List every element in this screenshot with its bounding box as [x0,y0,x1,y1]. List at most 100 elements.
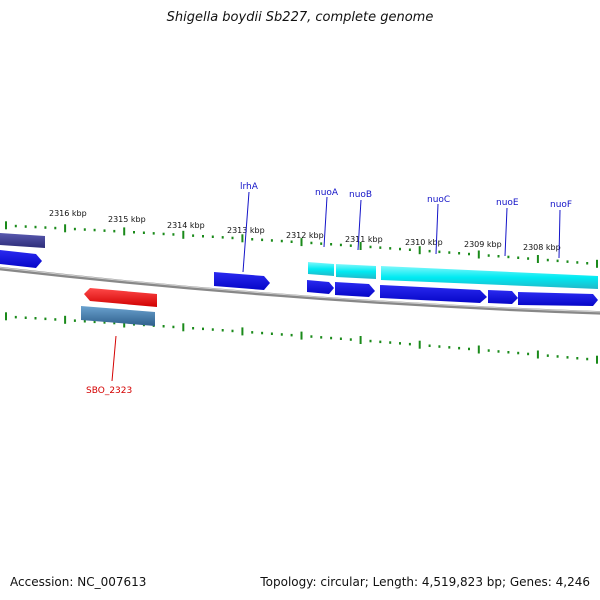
outer-track-features[interactable] [0,233,598,306]
inner-major-tick [536,350,539,359]
outer-minor-tick [280,239,283,243]
scale-label-2314: 2314 kbp [167,221,205,230]
outer-minor-tick [330,243,333,246]
inner-minor-tick [448,346,451,349]
outer-minor-tick [162,232,165,236]
gene-feature-blue-left[interactable] [0,250,42,268]
inner-minor-tick [428,344,431,347]
inner-tick-ring [5,312,598,364]
gene-feature-lrhA[interactable] [214,272,270,290]
scale-label-2309: 2309 kbp [464,240,502,249]
outer-minor-tick [261,238,264,242]
inner-minor-tick [320,336,323,339]
inner-minor-tick [527,352,530,356]
inner-minor-tick [369,339,372,343]
inner-minor-tick [231,329,234,333]
inner-minor-tick [14,315,17,319]
inner-minor-tick [408,342,411,346]
outer-minor-tick [399,247,401,251]
outer-minor-tick [468,252,470,256]
gene-label-SBO_2323[interactable]: SBO_2323 [86,386,132,396]
gene-label-nuoA[interactable]: nuoA [315,188,339,198]
scale-labels: 2316 kbp 2315 kbp 2314 kbp 2313 kbp 2312… [49,209,561,252]
outer-major-tick [64,224,67,233]
gene-feature-nuoE[interactable] [488,290,518,304]
outer-major-tick [241,234,244,243]
inner-minor-tick [330,336,333,340]
inner-minor-tick [251,331,254,334]
scale-label-2310: 2310 kbp [405,238,443,247]
inner-minor-tick [34,317,37,320]
inner-minor-tick [339,337,342,340]
inner-minor-tick [497,350,500,353]
inner-minor-tick [73,319,76,322]
outer-minor-tick [379,246,382,249]
inner-minor-tick [172,325,175,329]
inner-minor-tick [44,317,47,321]
outer-minor-tick [54,226,57,230]
inner-major-tick [182,323,185,332]
inner-minor-tick [517,351,520,355]
inner-minor-tick [349,338,352,341]
gene-feature-nuoC[interactable] [380,285,487,303]
gene-feature-SBO_2323[interactable] [81,306,155,326]
gene-label-lrhA[interactable]: lrhA [240,182,259,192]
outer-minor-tick [497,255,500,258]
inner-minor-tick [24,316,27,319]
inner-minor-tick [54,318,57,321]
inner-major-tick [64,315,67,324]
rna-feature-cyan-1[interactable] [308,262,334,276]
genome-summary-text: Topology: circular; Length: 4,519,823 bp… [260,575,590,589]
outer-minor-tick [93,228,96,232]
outer-major-tick [123,227,126,236]
inner-major-tick [241,327,244,336]
outer-minor-tick [339,243,342,247]
gene-label-nuoC[interactable]: nuoC [427,195,450,205]
gene-feature-red[interactable] [84,288,157,307]
outer-minor-tick [310,241,313,245]
inner-minor-tick [458,346,461,350]
inner-minor-tick [192,327,195,330]
outer-minor-tick [369,245,372,249]
outer-minor-tick [231,236,234,240]
gene-feature-nuoA[interactable] [307,280,334,294]
outer-major-tick [5,221,7,230]
outer-minor-tick [192,234,195,237]
inner-minor-tick [379,340,382,344]
inner-minor-tick [162,325,165,328]
outer-minor-tick [221,236,224,239]
inner-minor-tick [556,355,559,358]
outer-major-tick [359,242,362,250]
outer-minor-tick [172,233,175,236]
rna-feature-cyan-3[interactable] [381,266,598,289]
inner-minor-tick [211,328,214,331]
outer-minor-tick [83,228,86,231]
inner-minor-tick [310,335,313,338]
inner-major-tick [596,355,598,364]
rna-feature-cyan-2[interactable] [336,264,376,279]
outer-minor-tick [251,238,254,241]
inner-minor-tick [221,329,224,332]
outer-minor-tick [349,244,352,247]
outer-minor-tick [458,252,461,255]
gene-label-nuoF[interactable]: nuoF [550,200,572,210]
label-leaders [111,191,561,382]
inner-track-features[interactable] [81,288,157,326]
outer-minor-tick [507,255,510,259]
gene-feature-nuoF[interactable] [518,292,598,306]
outer-minor-tick [103,229,106,232]
outer-minor-tick [270,239,273,242]
outer-minor-tick [438,250,441,254]
outer-tick-ring [5,221,598,268]
outer-minor-tick [527,257,530,260]
gene-label-nuoE[interactable]: nuoE [496,198,519,208]
outer-major-tick [536,255,539,263]
gene-feature-purple[interactable] [0,233,45,248]
inner-minor-tick [507,351,510,354]
inner-minor-tick [103,321,106,324]
map-title: Shigella boydii Sb227, complete genome [166,10,434,25]
inner-minor-tick [546,354,549,357]
gene-label-nuoB[interactable]: nuoB [349,190,372,200]
gene-feature-nuoB[interactable] [335,282,375,297]
